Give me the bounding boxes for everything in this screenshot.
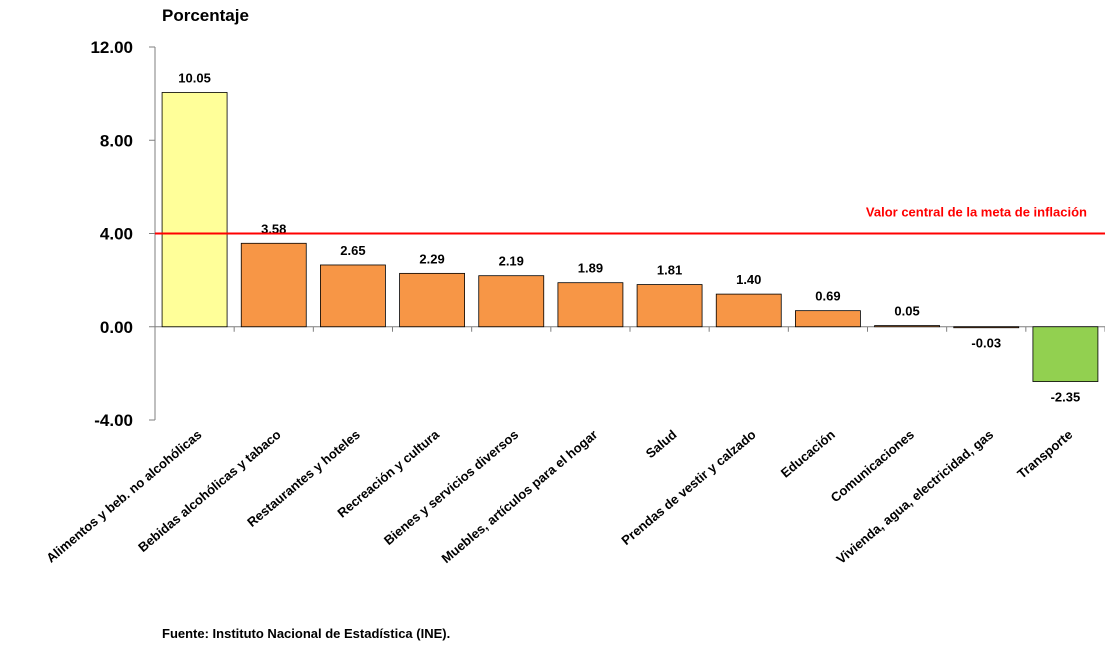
- source-note: Fuente: Instituto Nacional de Estadístic…: [162, 626, 451, 641]
- bar: [320, 264, 386, 328]
- y-axis-title: Porcentaje: [162, 6, 249, 25]
- y-tick-label: 4.00: [100, 225, 133, 244]
- y-tick-label: 8.00: [100, 131, 133, 150]
- bar: [874, 325, 940, 328]
- bar: [636, 284, 703, 328]
- y-tick-label: -4.00: [94, 411, 133, 430]
- x-tick-label: Bienes y servicios diversos: [381, 427, 521, 548]
- x-tick-label: Muebles, artículos para el hogar: [439, 427, 601, 566]
- data-label: -0.03: [971, 335, 1001, 350]
- bar-chart: 12.00 8.00 4.00 0.00 -4.00 10.05 Alimentos y b…: [43, 38, 1105, 567]
- data-label: 2.65: [340, 243, 365, 258]
- data-label: 0.05: [894, 304, 919, 319]
- bar: [795, 310, 861, 328]
- y-tick-label: 12.00: [90, 38, 133, 57]
- data-label: 1.81: [657, 263, 682, 278]
- x-tick-label: Alimentos y beb. no alcohólicas: [43, 427, 204, 566]
- x-tick-label: Bebidas alcohólicas y tabaco: [135, 427, 284, 555]
- data-label: 1.40: [736, 272, 761, 287]
- bar: [399, 272, 465, 328]
- bar: [953, 326, 1020, 329]
- bar: [715, 293, 782, 328]
- data-label: -2.35: [1051, 390, 1081, 405]
- bar: [557, 282, 624, 328]
- data-label: 2.19: [499, 254, 524, 269]
- x-tick-label: Vivienda, agua, electricidad, gas: [833, 427, 996, 567]
- inflation-target-label: Valor central de la meta de inflación: [866, 205, 1087, 220]
- y-tick-label: 0.00: [100, 318, 133, 337]
- bar: [478, 275, 545, 328]
- data-label: 0.69: [815, 289, 840, 304]
- bar: [161, 92, 228, 328]
- x-tick-label: Transporte: [1014, 427, 1075, 482]
- x-tick-label: Educación: [778, 427, 838, 481]
- x-tick-label: Comunicaciones: [828, 427, 917, 505]
- data-label: 2.29: [419, 251, 444, 266]
- data-label: 10.05: [178, 70, 211, 85]
- x-tick-label: Prendas de vestir y calzado: [618, 427, 758, 548]
- x-tick-label: Salud: [643, 427, 680, 461]
- bar: [1032, 326, 1099, 382]
- data-label: 1.89: [578, 261, 603, 276]
- bar: [240, 242, 307, 328]
